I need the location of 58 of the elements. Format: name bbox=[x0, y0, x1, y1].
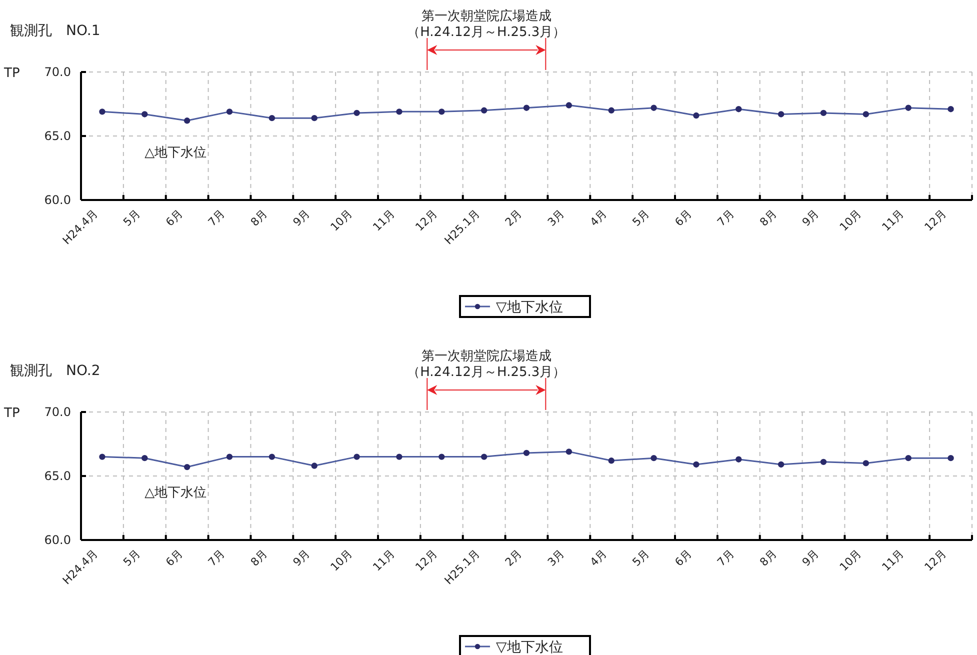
x-tick-label: 9月 bbox=[290, 546, 312, 569]
legend-label: ▽地下水位 bbox=[496, 300, 563, 316]
x-tick-label: 2月 bbox=[502, 546, 525, 569]
x-tick-label: 3月 bbox=[545, 546, 568, 569]
x-tick-label: 5月 bbox=[120, 206, 143, 229]
annotation: △地下水位 bbox=[144, 485, 207, 500]
text: （H.24.12月～H.25.3月） bbox=[407, 365, 566, 380]
y-tick-label: 70.0 bbox=[44, 405, 71, 419]
x-tick-label: 8月 bbox=[248, 206, 270, 229]
x-tick-label: 12月 bbox=[922, 546, 949, 574]
y-axis-title: TP bbox=[3, 66, 20, 81]
x-tick-label: 4月 bbox=[588, 206, 610, 229]
x-tick-label: 6月 bbox=[163, 206, 186, 229]
x-tick-label: 9月 bbox=[290, 206, 312, 229]
x-tick-label: 11月 bbox=[880, 206, 906, 234]
x-tick-label: 6月 bbox=[672, 546, 694, 569]
y-tick-label: 70.0 bbox=[44, 65, 71, 79]
x-tick-label: 10月 bbox=[328, 206, 355, 234]
x-tick-label: 10月 bbox=[837, 546, 864, 574]
x-tick-label: 5月 bbox=[630, 546, 652, 569]
y-tick-label: 60.0 bbox=[44, 193, 71, 207]
x-tick-label: 6月 bbox=[163, 546, 186, 569]
text: （H.24.12月～H.25.3月） bbox=[407, 25, 566, 40]
x-tick-label: 10月 bbox=[328, 546, 355, 574]
x-tick-label: 9月 bbox=[800, 546, 822, 569]
y-tick-label: 60.0 bbox=[44, 533, 71, 547]
x-tick-label: 8月 bbox=[757, 206, 780, 229]
x-tick-label: 7月 bbox=[714, 546, 737, 569]
annotation: △地下水位 bbox=[144, 145, 207, 160]
x-tick-label: 11月 bbox=[370, 546, 398, 574]
x-tick-label: 10月 bbox=[837, 206, 864, 234]
y-tick-label: 65.0 bbox=[44, 129, 71, 143]
chart-title: 観測孔 NO.2 bbox=[10, 363, 100, 379]
x-tick-label: 5月 bbox=[120, 546, 143, 569]
x-tick-label: 7月 bbox=[714, 206, 737, 229]
x-tick-label: 8月 bbox=[248, 546, 270, 569]
y-axis-title: TP bbox=[3, 406, 20, 421]
x-tick-label: 8月 bbox=[757, 546, 780, 569]
chart-title: 観測孔 NO.1 bbox=[10, 23, 100, 39]
legend: ▽地下水位 bbox=[459, 295, 591, 318]
legend: ▽地下水位 bbox=[459, 635, 591, 655]
x-tick-label: 7月 bbox=[206, 206, 228, 229]
x-tick-label: 6月 bbox=[672, 206, 694, 229]
legend-label: ▽地下水位 bbox=[496, 640, 563, 655]
x-tick-label: 11月 bbox=[880, 546, 906, 574]
x-tick-label: 11月 bbox=[370, 206, 398, 234]
x-tick-label: 12月 bbox=[412, 206, 440, 234]
text: 第一次朝堂院広場造成 bbox=[421, 348, 552, 364]
y-tick-label: 65.0 bbox=[44, 469, 71, 483]
x-tick-label: 7月 bbox=[206, 546, 228, 569]
x-tick-label: 2月 bbox=[502, 206, 525, 229]
text: 第一次朝堂院広場造成 bbox=[421, 8, 552, 24]
x-tick-label: 5月 bbox=[630, 206, 652, 229]
x-tick-label: 3月 bbox=[545, 206, 568, 229]
x-tick-label: 4月 bbox=[588, 546, 610, 569]
x-tick-label: 9月 bbox=[800, 206, 822, 229]
x-tick-label: 12月 bbox=[922, 206, 949, 234]
x-tick-label: 12月 bbox=[412, 546, 440, 574]
